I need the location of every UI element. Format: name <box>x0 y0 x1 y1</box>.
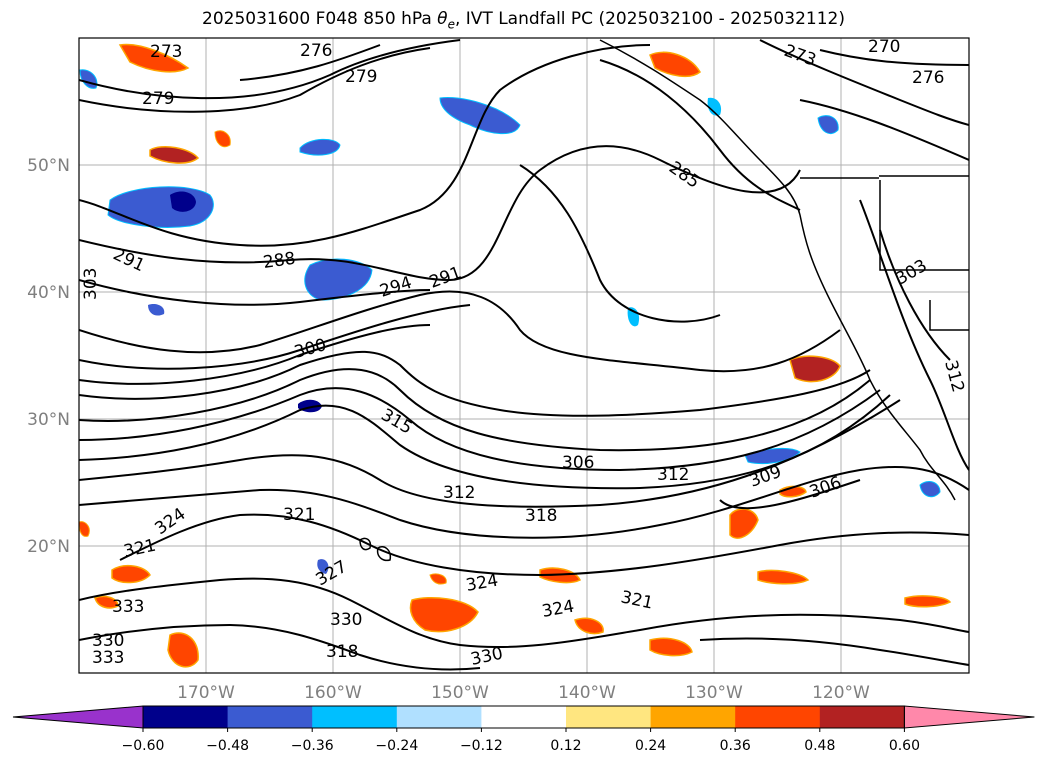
colorbar-tick-label: 0.60 <box>889 738 920 754</box>
contour-label-312: 312 <box>657 465 689 485</box>
contour-label-306: 306 <box>562 453 594 473</box>
colorbar-tick-label: 0.12 <box>550 738 581 754</box>
colorbar-tick-label: −0.24 <box>375 738 418 754</box>
colorbar-segment <box>650 706 736 728</box>
colorbar-tick-label: −0.48 <box>206 738 249 754</box>
contour-label-318: 318 <box>525 506 557 526</box>
contour-label-279: 279 <box>142 89 174 109</box>
contour-label-270: 270 <box>868 37 900 57</box>
lon-label-130w: 130°W <box>685 683 743 703</box>
colorbar-segment <box>312 706 398 728</box>
contour-label-330c: 330 <box>92 631 124 651</box>
contour-labels: 273 276 279 279 285 288 291 294 291 300 … <box>81 37 968 670</box>
theta-e-contours <box>79 39 969 671</box>
contour-label-279b: 279 <box>345 67 377 87</box>
positive-anomaly-patches <box>79 43 952 668</box>
lat-label-30n: 30°N <box>27 410 70 430</box>
colorbar-frame <box>142 705 905 729</box>
colorbar-segment <box>227 706 313 728</box>
contour-label-333: 333 <box>112 597 144 617</box>
latitude-labels: 50°N 40°N 30°N 20°N <box>27 156 70 557</box>
lat-label-50n: 50°N <box>27 156 70 176</box>
colorbar-extend-max <box>903 705 1035 729</box>
longitude-labels: 170°W 160°W 150°W 140°W 130°W 120°W <box>177 683 870 703</box>
colorbar-tick-label: −0.60 <box>122 738 165 754</box>
colorbar-segment <box>396 706 482 728</box>
contour-label-273: 273 <box>150 42 182 62</box>
lon-label-170w: 170°W <box>177 683 235 703</box>
lon-label-140w: 140°W <box>558 683 616 703</box>
colorbar-segment <box>819 706 905 728</box>
colorbar-tick-label: 0.36 <box>720 738 751 754</box>
contour-label-276: 276 <box>300 41 332 61</box>
contour-label-318b: 318 <box>326 642 358 662</box>
colorbar-tick-label: −0.36 <box>291 738 334 754</box>
lon-label-120w: 120°W <box>812 683 870 703</box>
map-title: 2025031600 F048 850 hPa θe, IVT Landfall… <box>202 9 845 32</box>
lon-label-160w: 160°W <box>304 683 362 703</box>
contour-label-303: 303 <box>81 268 101 300</box>
lon-label-150w: 150°W <box>431 683 489 703</box>
contour-label-276b: 276 <box>912 68 944 88</box>
graticule <box>79 38 969 673</box>
lat-label-20n: 20°N <box>27 537 70 557</box>
colorbar-segment <box>735 706 821 728</box>
colorbar-segment <box>566 706 652 728</box>
colorbar-tick-label: 0.24 <box>635 738 666 754</box>
map-plot-area <box>79 38 969 673</box>
contour-label-330: 330 <box>330 610 362 630</box>
lat-label-40n: 40°N <box>27 283 70 303</box>
contour-label-288: 288 <box>262 249 297 273</box>
negative-anomaly-patches <box>79 69 941 574</box>
contour-label-312b: 312 <box>443 483 475 503</box>
colorbar-tick-label: 0.48 <box>804 738 835 754</box>
contour-label-333b: 333 <box>92 648 124 668</box>
map-frame <box>78 37 970 674</box>
colorbar-extend-min <box>12 705 144 729</box>
colorbar-segment <box>481 706 567 728</box>
colorbar-tick-label: −0.12 <box>460 738 503 754</box>
colorbar-segment <box>143 706 229 728</box>
colorbar: −0.60 −0.48 −0.36 −0.24 −0.12 0.12 0.24 0.36 0.4… <box>12 705 1035 754</box>
coastlines <box>359 39 969 562</box>
contour-label-321: 321 <box>283 505 315 525</box>
